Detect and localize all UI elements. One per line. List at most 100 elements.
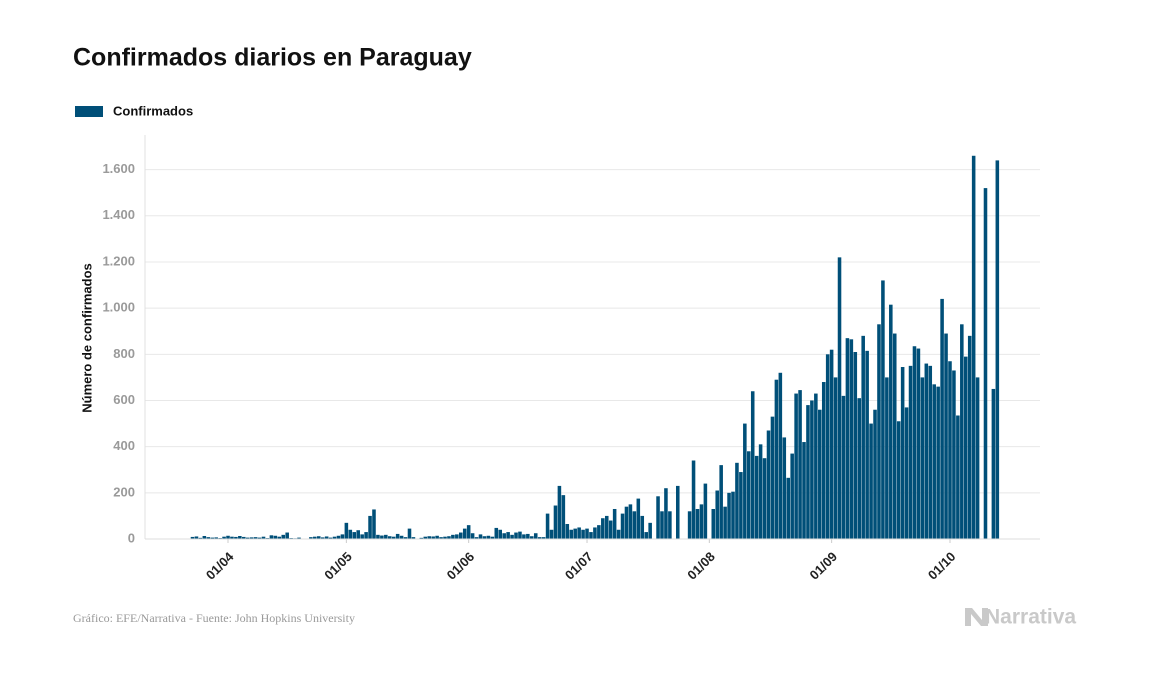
bar [944,333,948,539]
bar [952,370,956,539]
bar [628,504,633,539]
logo-text: Narrativa [985,606,1076,629]
bar [983,188,988,539]
x-tick-label: 01/06 [444,549,478,583]
bar [810,400,814,539]
bar [691,460,696,539]
bar [861,335,865,539]
bar [506,532,510,539]
bar [841,395,846,539]
bar [865,350,869,539]
source: Gráfico: EFE/Narrativa - Fuente: John Ho… [73,611,355,625]
bar [960,324,964,539]
bar [234,536,238,539]
bar [242,536,246,539]
bar [794,393,798,539]
bar [632,511,637,539]
bar [510,534,514,539]
bar [344,522,349,539]
bar [904,407,909,539]
bar [762,458,767,539]
bar [245,537,250,539]
bar [459,532,463,539]
bar [514,532,518,539]
bar [384,534,388,539]
bar [597,525,601,539]
bar [581,529,585,539]
bar [593,527,597,539]
bar [198,537,203,539]
logo: Narrativa [965,606,1076,629]
bar [743,423,747,539]
y-tick-label: 1.600 [102,161,135,176]
bar [845,338,850,539]
bar [368,515,372,539]
bar [664,488,668,539]
bar [423,536,428,539]
bar [806,405,810,539]
bar [967,335,972,539]
bar [731,491,735,539]
bar [758,444,763,539]
x-tick-label: 01/09 [807,549,841,583]
y-tick-label: 0 [128,530,135,545]
bar [372,509,376,539]
bar [703,483,708,539]
bar [530,536,534,539]
bar [391,536,396,539]
y-tick-label: 200 [113,484,135,499]
bar [474,537,479,539]
bar [971,155,976,539]
bar [332,536,337,539]
bar [849,339,854,539]
bar [364,532,368,539]
bar [316,536,321,539]
bar [648,522,652,539]
bar [451,534,455,539]
bar [656,496,660,539]
bar [833,377,838,539]
legend-label: Confirmados [113,103,193,118]
bar [222,536,226,539]
bar [825,354,830,539]
bar [798,390,802,539]
bar [932,384,936,539]
bar [790,453,794,539]
x-tick-label: 01/04 [203,548,237,582]
bar [837,257,842,539]
bar [735,462,739,539]
bar [995,160,1000,539]
bar [818,409,822,539]
bar [399,535,404,539]
bar [750,391,755,539]
bar [687,511,692,539]
bar [877,324,881,539]
bar [857,398,862,539]
bar [435,535,439,539]
bar [522,534,526,539]
bar [494,527,499,539]
bar [936,386,940,539]
y-tick-label: 800 [113,346,135,361]
bar [881,280,885,539]
x-tick-label: 01/10 [925,549,959,583]
bar [896,421,901,539]
y-tick-label: 400 [113,438,135,453]
bar [455,534,459,539]
legend-swatch [75,106,103,117]
bar [419,537,424,539]
bar [660,511,664,539]
bar [644,532,648,539]
bar [478,534,483,539]
bar [747,451,751,539]
bar [770,416,775,539]
bar [569,529,574,539]
bar [892,333,897,539]
bar [608,520,613,539]
bar [636,498,641,539]
bar [829,349,834,539]
bar [774,379,779,539]
bar [261,536,266,539]
bar [297,537,301,539]
